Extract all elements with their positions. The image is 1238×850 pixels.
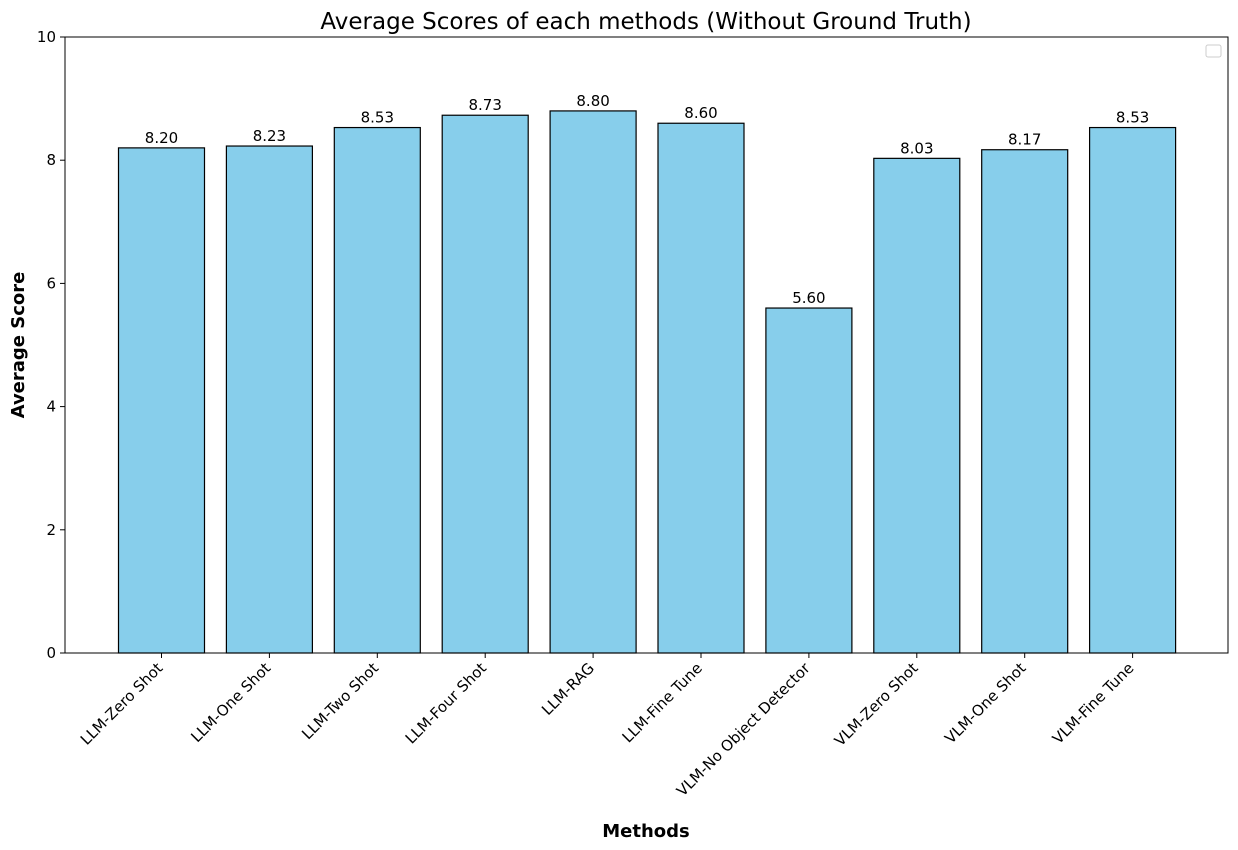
bar-vlm-one-shot [981,149,1069,654]
y-tick-label: 8 [46,151,56,169]
y-tick-label: 2 [46,521,56,539]
y-tick-label: 0 [46,644,56,662]
y-tick-label: 10 [37,28,56,46]
data-label: 8.53 [361,109,394,127]
y-tick-label: 6 [46,274,56,292]
y-axis-label: Average Score [8,272,29,419]
x-tick-label: LLM-Four Shot [402,659,490,747]
data-labels-layer: 8.20 8.23 8.53 8.73 8.80 8.60 5.60 8.03 8.17 8.53 [145,92,1150,307]
bar-vlm-fine-tune [1088,126,1177,654]
bars-layer [117,110,1177,654]
x-tick-label: VLM-One Shot [941,659,1029,747]
legend-box [1205,44,1222,58]
data-label: 8.20 [145,129,178,147]
x-tick-label: VLM-Fine Tune [1049,659,1138,748]
bar-llm-one-shot [225,145,313,654]
bar-llm-zero-shot [117,147,206,654]
x-tick-label: LLM-RAG [538,659,598,719]
bar-llm-rag [549,110,637,654]
y-tick-label: 4 [46,398,56,416]
x-tick-label: LLM-Zero Shot [77,659,166,748]
bar-vlm-zero-shot [873,157,961,654]
data-label: 8.73 [468,96,501,114]
x-axis-label: Methods [602,821,690,842]
bar-llm-fine-tune [657,122,745,654]
data-label: 8.23 [253,127,286,145]
bar-vlm-no-object-detector [765,307,853,654]
data-label: 8.80 [576,92,609,110]
data-label: 8.53 [1116,109,1149,127]
bar-llm-four-shot [441,114,529,654]
x-tick-label: LLM-Fine Tune [619,659,706,746]
data-label: 8.17 [1008,131,1041,149]
x-axis: LLM-Zero Shot LLM-One Shot LLM-Two Shot LLM… [77,653,1138,800]
plot-frame [64,36,1229,654]
data-label: 8.60 [684,104,717,122]
x-tick-label: LLM-Two Shot [298,659,382,743]
chart-title: Average Scores of each methods (Without … [320,9,971,35]
x-tick-label: VLM-Zero Shot [831,659,922,750]
bar-llm-two-shot [333,126,421,654]
data-label: 8.03 [900,139,933,157]
x-tick-label: LLM-One Shot [187,659,274,746]
data-label: 5.60 [792,289,825,307]
y-axis: 0 2 4 6 8 10 [37,28,65,662]
